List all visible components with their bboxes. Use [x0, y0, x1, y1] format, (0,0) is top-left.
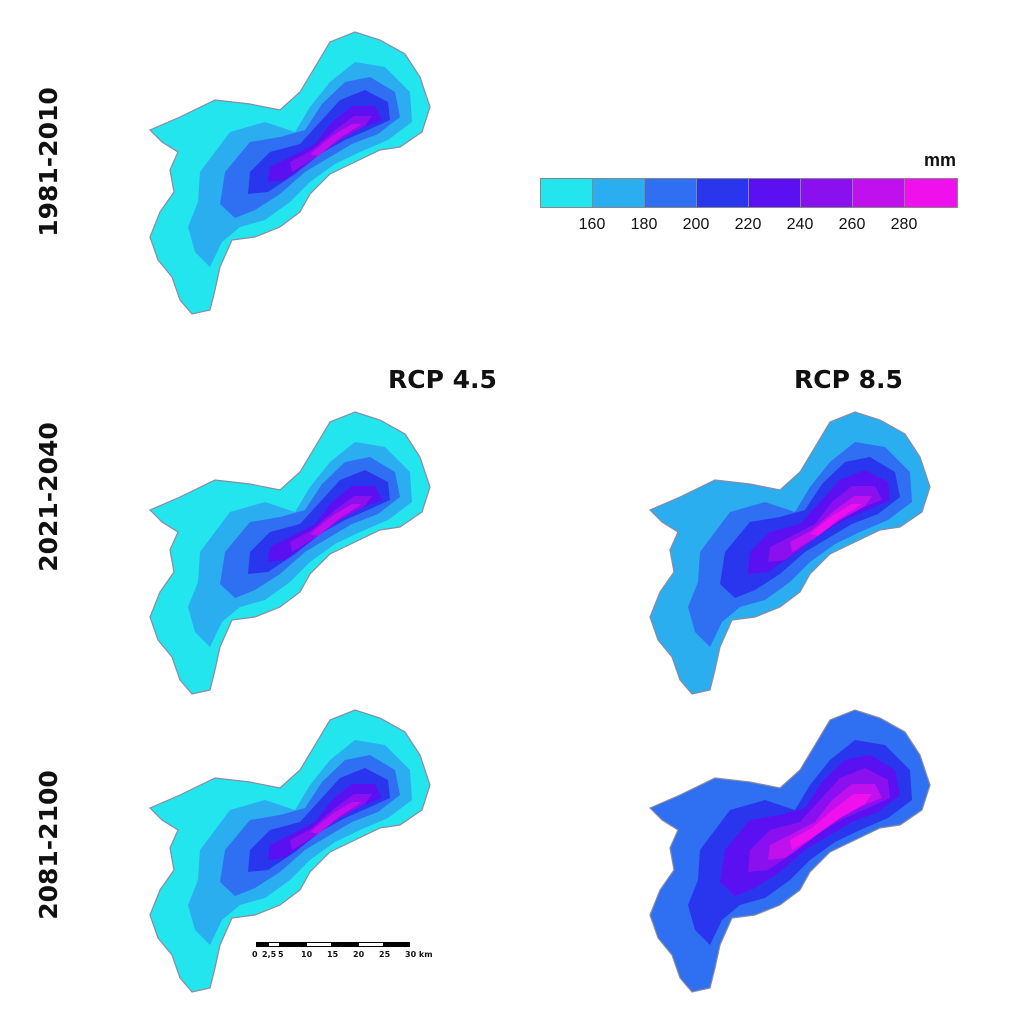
- legend-swatch: [593, 179, 645, 207]
- row-label-1981-2010: 1981-2010: [34, 87, 63, 237]
- scale-segment: [256, 942, 268, 947]
- legend-swatch: [749, 179, 801, 207]
- scale-segment: [384, 942, 410, 947]
- scale-bar: 0 2,5 5 10 15 20 25 30 km: [250, 938, 440, 968]
- legend-swatch: [853, 179, 905, 207]
- map-rcp85-2081-2100: [640, 700, 940, 1000]
- legend-tick-label: 240: [786, 216, 814, 233]
- region-border: [148, 411, 431, 695]
- scale-label: 10: [301, 950, 313, 959]
- scale-label: 30 km: [405, 950, 433, 959]
- scale-label: 0: [252, 950, 258, 959]
- legend-swatch: [645, 179, 697, 207]
- scale-label: 15: [327, 950, 339, 959]
- legend-swatches: [540, 178, 958, 208]
- region-border: [648, 709, 931, 993]
- column-header-rcp45: RCP 4.5: [388, 365, 497, 394]
- map-svg: [148, 31, 431, 315]
- contour-band: [810, 802, 862, 834]
- scale-segment: [268, 942, 280, 947]
- legend-tick-label: 260: [838, 216, 866, 233]
- scale-label: 20: [353, 950, 365, 959]
- legend-tick-label: 200: [682, 216, 710, 233]
- legend-tick-label: 160: [578, 216, 606, 233]
- map-rcp45-2021-2040: [140, 402, 440, 702]
- map-svg: [648, 709, 931, 993]
- contour-band: [310, 802, 362, 834]
- scale-segment: [280, 942, 306, 947]
- contour-band: [310, 124, 362, 156]
- region-border: [148, 709, 431, 993]
- legend-tick-label: 180: [630, 216, 658, 233]
- map-rcp85-2021-2040: [640, 402, 940, 702]
- legend-tick-label: 220: [734, 216, 762, 233]
- map-rcp45-2081-2100: [140, 700, 440, 1000]
- row-label-2021-2040: 2021-2040: [34, 422, 63, 572]
- legend-swatch: [905, 179, 957, 207]
- legend-tick-label: 280: [890, 216, 918, 233]
- color-legend: mm 160 180 200 220 240 260 280: [528, 150, 966, 240]
- scale-label: 25: [379, 950, 391, 959]
- map-svg: [648, 411, 931, 695]
- row-label-2081-2100: 2081-2100: [34, 770, 63, 920]
- legend-unit: mm: [923, 150, 956, 170]
- legend-swatch: [541, 179, 593, 207]
- scale-label: 5: [278, 950, 284, 959]
- scale-segment: [358, 942, 384, 947]
- legend-swatch: [697, 179, 749, 207]
- map-baseline-1981-2010: [140, 22, 440, 322]
- map-svg: [148, 411, 431, 695]
- region-border: [648, 411, 931, 695]
- column-header-rcp85: RCP 8.5: [794, 365, 903, 394]
- contour-band: [810, 504, 862, 536]
- scale-label: 2,5: [262, 950, 277, 959]
- scale-segment: [332, 942, 358, 947]
- map-svg: [148, 709, 431, 993]
- contour-band: [310, 504, 362, 536]
- scale-segment: [306, 942, 332, 947]
- legend-swatch: [801, 179, 853, 207]
- region-border: [148, 31, 431, 315]
